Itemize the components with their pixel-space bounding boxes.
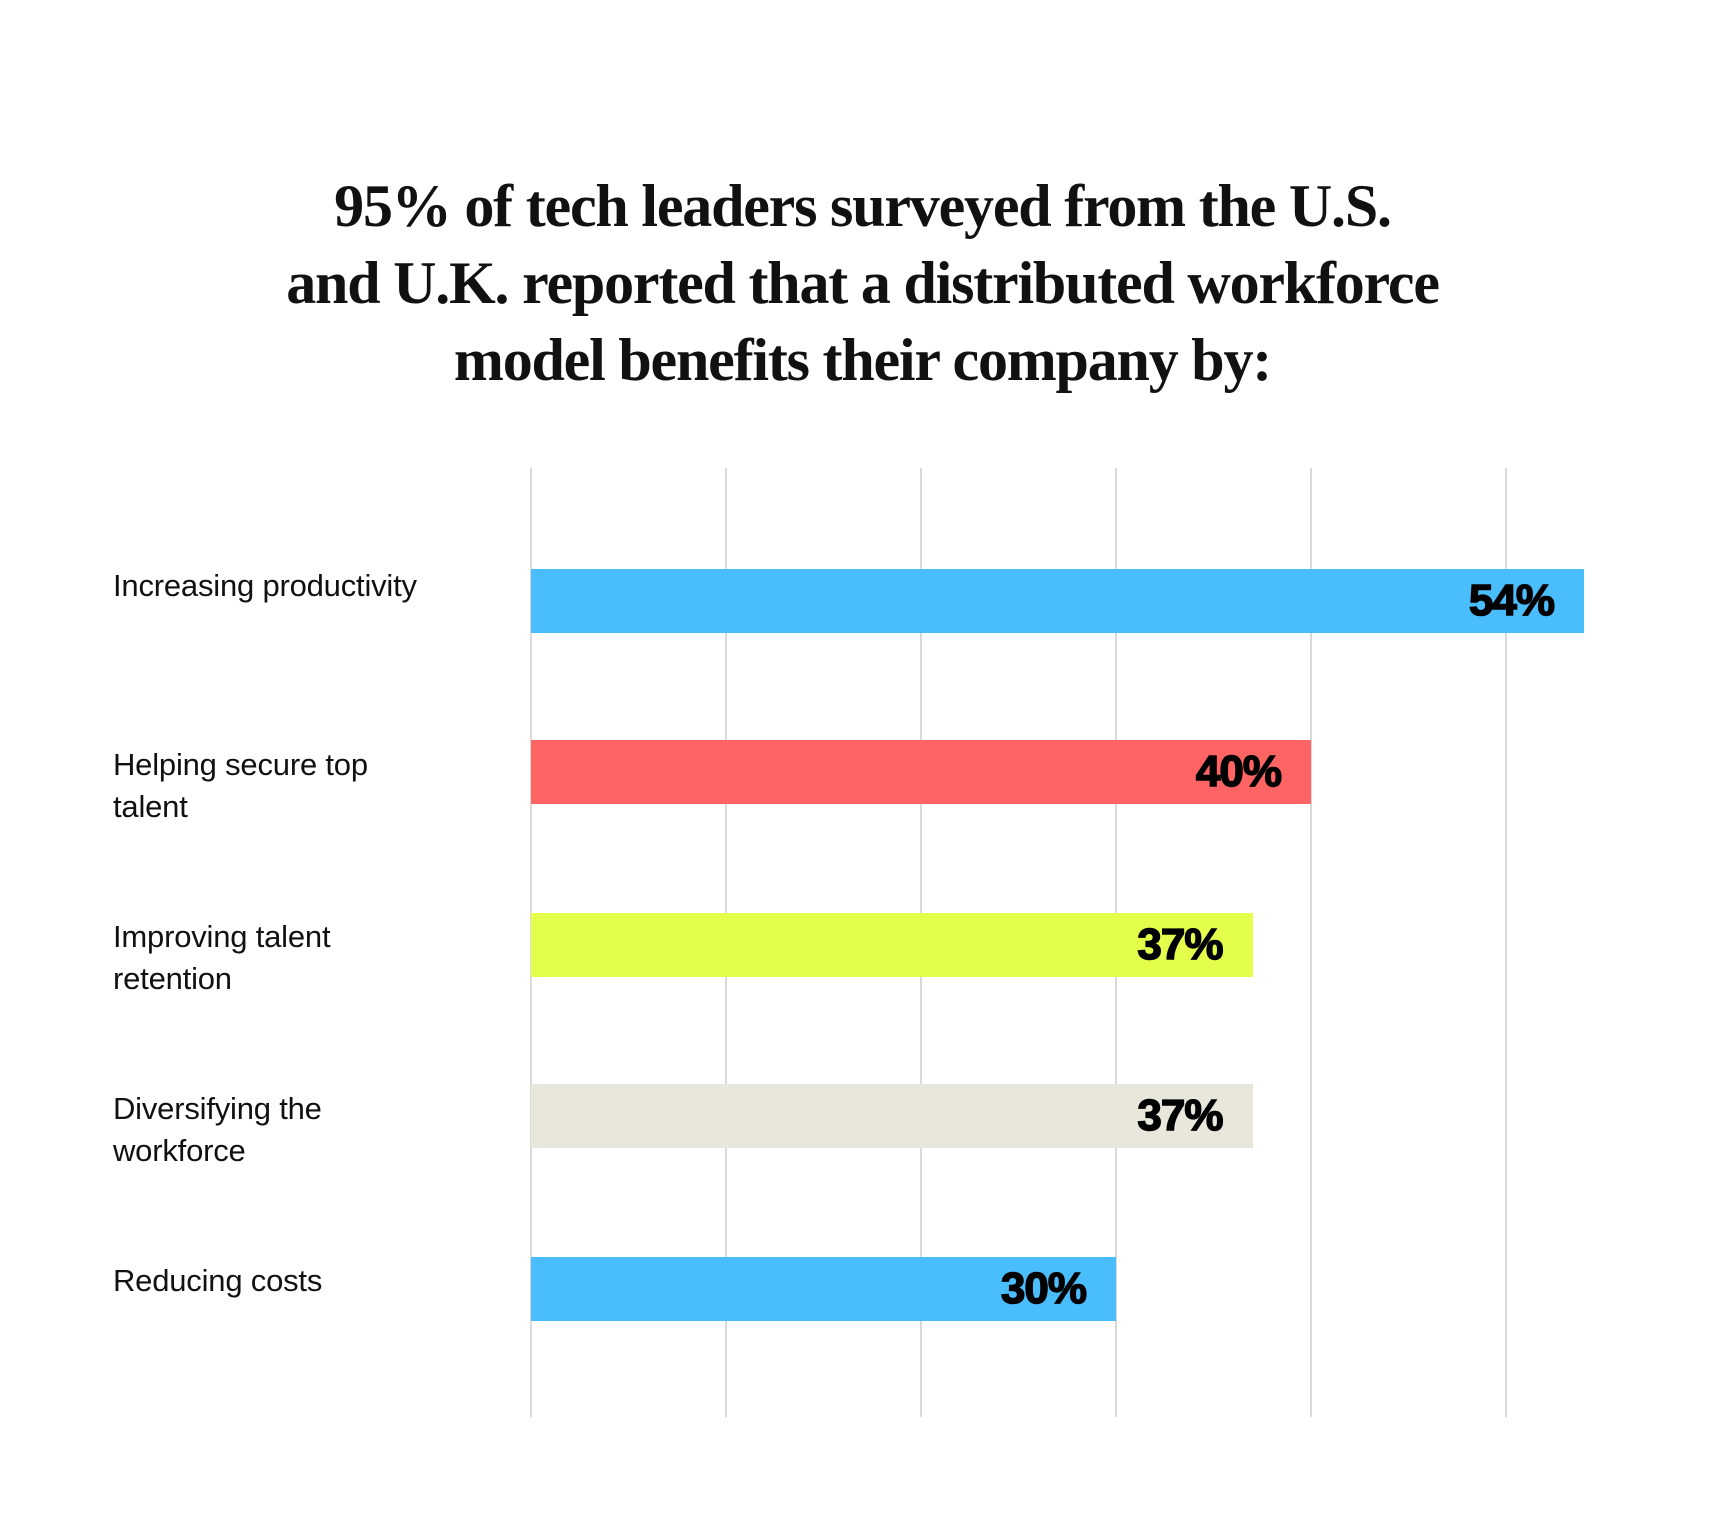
category-label: Improving talent retention <box>113 916 503 1000</box>
bar-diversifying-the-workforce: 37% <box>531 1084 1253 1148</box>
category-label-line: Reducing costs <box>113 1263 323 1298</box>
chart-title: 95% of tech leaders surveyed from the U.… <box>0 168 1725 399</box>
bar-value-label: 37% <box>1137 1090 1225 1141</box>
category-label-line: Increasing productivity <box>113 568 417 603</box>
category-label-line: Improving talent <box>113 919 331 954</box>
category-label-line: Diversifying the <box>113 1091 322 1126</box>
bar-value-label: 54% <box>1468 575 1556 626</box>
bar-value-label: 40% <box>1195 746 1283 797</box>
bar-value-label: 37% <box>1137 919 1225 970</box>
chart-title-line-1: 95% of tech leaders surveyed from the U.… <box>334 173 1392 240</box>
gridline-50 <box>1505 468 1507 1417</box>
bar-helping-secure-top-talent: 40% <box>531 740 1311 804</box>
category-label: Diversifying the workforce <box>113 1088 503 1172</box>
bar-reducing-costs: 30% <box>531 1257 1116 1321</box>
gridline-40 <box>1310 468 1312 1417</box>
bar-increasing-productivity: 54% <box>531 569 1584 633</box>
category-label: Reducing costs <box>113 1260 503 1302</box>
category-label: Increasing productivity <box>113 565 503 607</box>
category-label-line: retention <box>113 961 232 996</box>
category-label-line: workforce <box>113 1133 246 1168</box>
category-label: Helping secure top talent <box>113 744 503 828</box>
bar-value-label: 30% <box>1000 1263 1088 1314</box>
chart-title-line-2: and U.K. reported that a distributed wor… <box>286 250 1440 317</box>
category-label-line: talent <box>113 789 188 824</box>
category-label-line: Helping secure top <box>113 747 368 782</box>
bar-improving-talent-retention: 37% <box>531 913 1253 977</box>
chart-title-line-3: model benefits their company by: <box>453 327 1272 394</box>
